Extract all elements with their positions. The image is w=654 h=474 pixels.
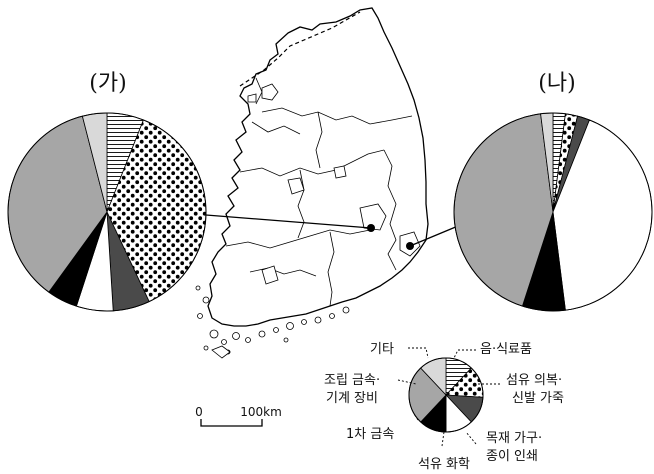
pie-a-title: (가) [89,71,126,96]
jindo-island [211,345,231,359]
scale-zero-label: 0 [195,405,203,419]
pie-b-outline [453,112,653,312]
legend-label-metal: 1차 금속 [346,427,394,442]
pie-chart-b [453,112,653,312]
legend-label-wood-1: 목재 가구· [486,431,542,446]
dmz-line [239,11,361,87]
legend-label-food: 음·식료품 [480,342,532,357]
legend-label-assembly-2: 기계 장비 [326,391,378,406]
connector-b [409,225,459,247]
mainland-outline [207,7,429,327]
scale-distance-label: 100km [240,405,282,419]
legend-label-other: 기타 [370,342,394,357]
legend-label-petro: 석유 화학 [418,457,470,472]
pie-b-title: (나) [538,71,575,96]
connector-a [205,214,372,229]
scale-bar: 0 100km [195,405,282,427]
legend-label-assembly-1: 조립 금속· [324,373,380,388]
korea-map [195,7,429,359]
pie-a-outline [7,112,207,312]
scale-line [200,419,263,427]
legend-label-textile-2: 신발 가죽 [512,391,564,406]
pie-chart-a [7,112,207,312]
legend-label-wood-2: 종이 인쇄 [486,449,538,464]
legend-labels: 기타 음·식료품 섬유 의복· 신발 가죽 조립 금속· 기계 장비 목재 가구… [324,342,564,472]
legend-pie [408,357,484,433]
legend-label-textile-1: 섬유 의복· [506,373,562,388]
legend-leaders [397,347,500,447]
legend-pie-outline [408,357,484,433]
